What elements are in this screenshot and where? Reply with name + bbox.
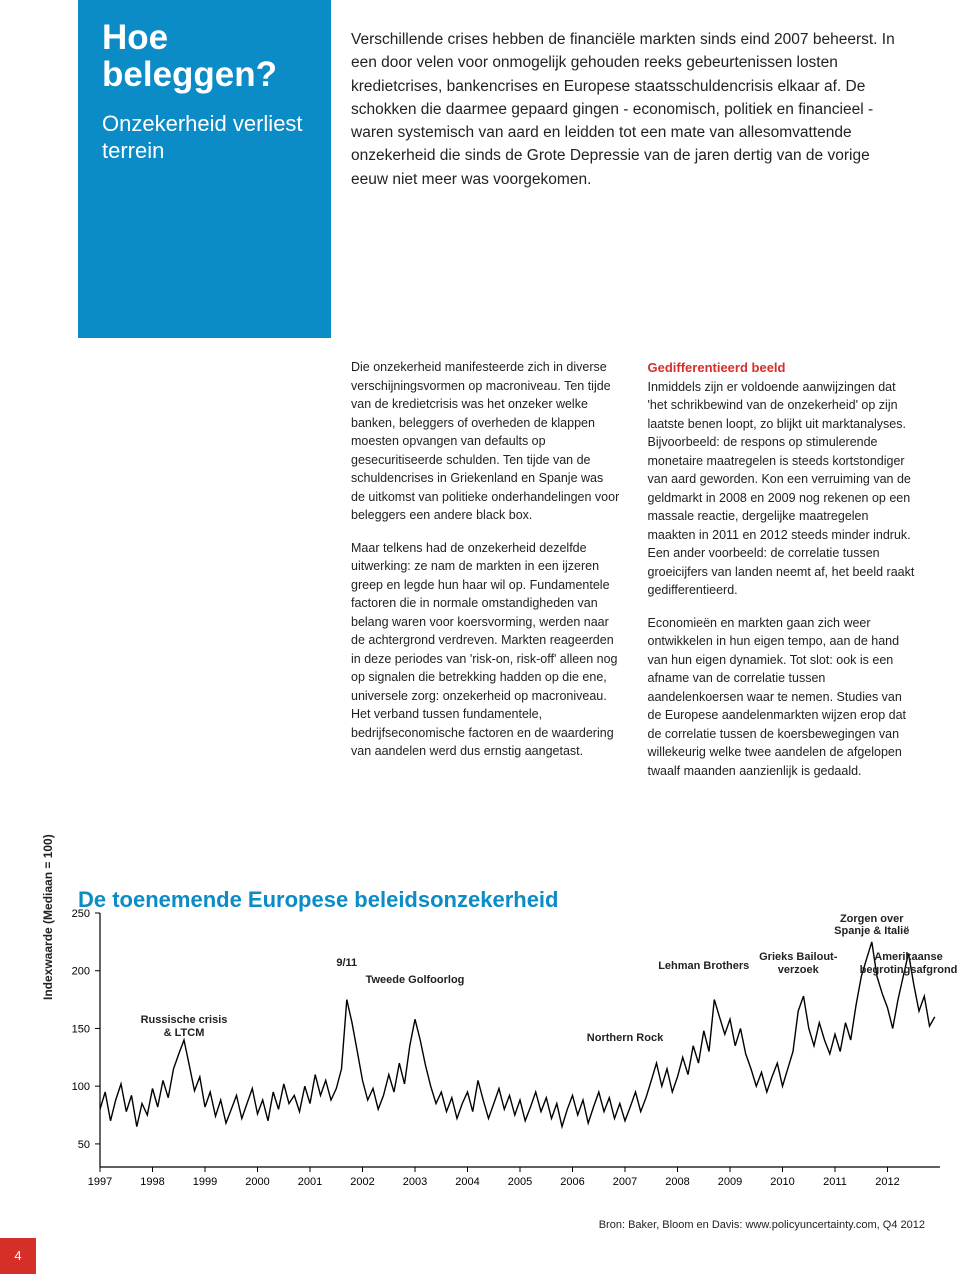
chart-source: Bron: Baker, Bloom en Davis: www.policyu… — [599, 1218, 925, 1234]
left-column: Die onzekerheid manifesteerde zich in di… — [351, 358, 620, 794]
intro-paragraph: Verschillende crises hebben de financiël… — [351, 28, 896, 191]
chart-annotation: Grieks Bailout-verzoek — [748, 951, 848, 976]
body-columns: Die onzekerheid manifesteerde zich in di… — [351, 358, 916, 794]
right-column: Gedifferentieerd beeld Inmiddels zijn er … — [648, 358, 917, 794]
chart-annotation: Tweede Golfoorlog — [365, 974, 465, 987]
svg-text:50: 50 — [78, 1139, 90, 1151]
right-p2: Economieën en markten gaan zich weer ont… — [648, 614, 917, 781]
svg-text:2002: 2002 — [350, 1176, 374, 1188]
svg-text:2007: 2007 — [613, 1176, 637, 1188]
chart-annotation: 9/11 — [297, 957, 397, 970]
svg-text:1997: 1997 — [88, 1176, 112, 1188]
svg-text:2000: 2000 — [245, 1176, 269, 1188]
svg-text:100: 100 — [72, 1081, 90, 1093]
svg-text:2009: 2009 — [718, 1176, 742, 1188]
chart-annotation: Amerikaansebegrotingsafgrond — [859, 951, 959, 976]
svg-text:2003: 2003 — [403, 1176, 427, 1188]
chart-annotation: Zorgen overSpanje & Italië — [822, 913, 922, 938]
right-p1: Gedifferentieerd beeld Inmiddels zijn er … — [648, 358, 917, 600]
svg-text:2001: 2001 — [298, 1176, 322, 1188]
line-chart: 50 100 150 200 250 1997 1998 1999 2000 2001 2002 20… — [48, 905, 948, 1195]
svg-text:150: 150 — [72, 1023, 90, 1035]
svg-text:250: 250 — [72, 908, 90, 920]
main-title: Hoe beleggen? — [102, 20, 307, 94]
chart-annotation: Russische crisis& LTCM — [134, 1014, 234, 1039]
svg-text:2006: 2006 — [560, 1176, 584, 1188]
page-number: 4 — [0, 1238, 36, 1274]
svg-text:2004: 2004 — [455, 1176, 479, 1188]
svg-text:200: 200 — [72, 966, 90, 978]
chart-annotation: Northern Rock — [575, 1032, 675, 1045]
svg-text:1998: 1998 — [140, 1176, 164, 1188]
left-p2: Maar telkens had de onzekerheid dezelfde… — [351, 539, 620, 761]
left-p1: Die onzekerheid manifesteerde zich in di… — [351, 358, 620, 525]
chart-annotation: Lehman Brothers — [654, 960, 754, 973]
svg-text:2012: 2012 — [875, 1176, 899, 1188]
svg-text:2011: 2011 — [823, 1176, 847, 1188]
title-box: Hoe beleggen? Onzekerheid verliest terre… — [78, 0, 331, 338]
svg-text:2008: 2008 — [665, 1176, 689, 1188]
svg-text:1999: 1999 — [193, 1176, 217, 1188]
subtitle: Onzekerheid verliest terrein — [102, 110, 307, 165]
right-p1-body: Inmiddels zijn er voldoende aanwijzingen… — [648, 380, 915, 598]
section-heading: Gedifferentieerd beeld — [648, 360, 786, 375]
svg-text:2005: 2005 — [508, 1176, 532, 1188]
svg-text:2010: 2010 — [770, 1176, 794, 1188]
